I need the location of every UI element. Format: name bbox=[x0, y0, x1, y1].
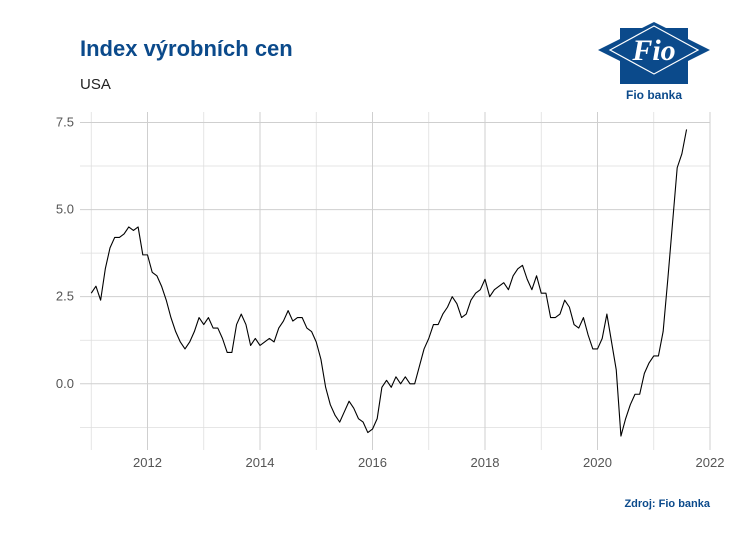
x-tick-label: 2016 bbox=[358, 455, 387, 470]
logo-caption: Fio banka bbox=[625, 88, 682, 102]
y-tick-label: 2.5 bbox=[56, 289, 74, 304]
fio-logo-icon: Fio bbox=[598, 22, 710, 84]
chart-title: Index výrobních cen bbox=[80, 36, 293, 61]
source-note: Zdroj: Fio banka bbox=[624, 498, 710, 510]
series-line bbox=[90, 129, 688, 437]
y-tick-label: 7.5 bbox=[56, 114, 74, 129]
y-tick-label: 5.0 bbox=[56, 202, 74, 217]
x-tick-label: 2012 bbox=[133, 455, 162, 470]
chart-subtitle: USA bbox=[80, 76, 111, 93]
x-tick-label: 2014 bbox=[246, 455, 275, 470]
logo-mark-text: Fio bbox=[631, 34, 675, 67]
x-tick-label: 2020 bbox=[583, 455, 612, 470]
x-tick-label: 2022 bbox=[696, 455, 725, 470]
y-tick-label: 0.0 bbox=[56, 376, 74, 391]
x-tick-label: 2018 bbox=[471, 455, 500, 470]
